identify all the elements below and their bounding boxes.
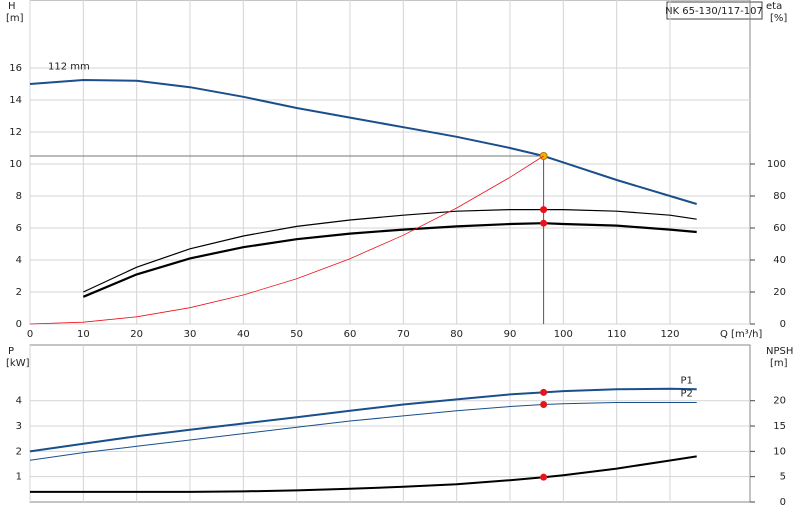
y2-tick-label: 80 bbox=[773, 191, 786, 202]
duty-point bbox=[540, 388, 548, 396]
series-line bbox=[29, 387, 697, 453]
x-tick-label: 60 bbox=[344, 329, 357, 340]
y-tick-label: 1 bbox=[16, 472, 22, 483]
x-tick-label: 120 bbox=[660, 329, 679, 340]
series-line bbox=[30, 455, 697, 493]
y-tick-label: 14 bbox=[9, 95, 22, 106]
chart-title: NK 65-130/117-107 bbox=[665, 6, 763, 17]
x-tick-label: 0 bbox=[27, 329, 33, 340]
y-tick-label: 4 bbox=[16, 396, 22, 407]
x-tick-label: 10 bbox=[77, 329, 90, 340]
x-tick-label: 110 bbox=[607, 329, 626, 340]
y-tick-label: 10 bbox=[9, 159, 22, 170]
y-tick-label: 8 bbox=[16, 191, 22, 202]
y2-tick-label: 20 bbox=[773, 396, 786, 407]
series-label: P1 bbox=[680, 375, 692, 386]
y-tick-label: 4 bbox=[16, 255, 22, 266]
y2-axis-unit: [%] bbox=[770, 13, 787, 24]
series-line bbox=[29, 402, 697, 461]
y-tick-label: 2 bbox=[16, 446, 22, 457]
y2-tick-label: 5 bbox=[780, 472, 786, 483]
y2-tick-label: 10 bbox=[773, 446, 786, 457]
y2-axis-unit: [m] bbox=[770, 358, 788, 369]
duty-point bbox=[540, 473, 548, 481]
y-axis-label: H bbox=[8, 1, 16, 12]
x-tick-label: 70 bbox=[397, 329, 410, 340]
y2-tick-label: 15 bbox=[773, 421, 786, 432]
series-line bbox=[82, 222, 697, 298]
y2-tick-label: 60 bbox=[773, 223, 786, 234]
series-label: P2 bbox=[680, 388, 692, 399]
x-tick-label: 80 bbox=[450, 329, 463, 340]
y-tick-label: 6 bbox=[16, 223, 22, 234]
duty-point bbox=[540, 206, 548, 214]
y-tick-label: 0 bbox=[16, 319, 22, 330]
series-line bbox=[83, 209, 697, 293]
y2-axis-label: eta bbox=[766, 1, 782, 12]
x-tick-label: 40 bbox=[237, 329, 250, 340]
annotation: 112 mm bbox=[48, 61, 90, 72]
y2-tick-label: 0 bbox=[780, 319, 786, 330]
x-tick-label: 100 bbox=[554, 329, 573, 340]
y-axis-label: P bbox=[8, 346, 14, 357]
x-tick-label: 90 bbox=[504, 329, 517, 340]
y2-tick-label: 20 bbox=[773, 287, 786, 298]
plot-frame bbox=[29, 344, 751, 503]
y2-tick-label: 40 bbox=[773, 255, 786, 266]
y-tick-label: 16 bbox=[9, 63, 22, 74]
duty-point bbox=[540, 401, 548, 409]
plot-frame bbox=[29, 0, 751, 325]
y2-tick-label: 0 bbox=[780, 497, 786, 508]
y-tick-label: 2 bbox=[16, 287, 22, 298]
x-tick-label: 30 bbox=[184, 329, 197, 340]
duty-point bbox=[540, 219, 548, 227]
title-box bbox=[666, 1, 763, 20]
y-tick-label: 3 bbox=[16, 421, 22, 432]
series-line bbox=[29, 78, 697, 205]
x-tick-label: 50 bbox=[290, 329, 303, 340]
x-tick-label: 20 bbox=[130, 329, 143, 340]
y-axis-unit: [m] bbox=[6, 13, 24, 24]
x-axis-label: Q [m³/h] bbox=[720, 329, 762, 340]
y2-axis-label: NPSH bbox=[766, 346, 793, 357]
series-line bbox=[29, 155, 544, 325]
y-axis-unit: [kW] bbox=[6, 358, 30, 369]
y2-tick-label: 100 bbox=[767, 159, 786, 170]
y-tick-label: 12 bbox=[9, 127, 22, 138]
